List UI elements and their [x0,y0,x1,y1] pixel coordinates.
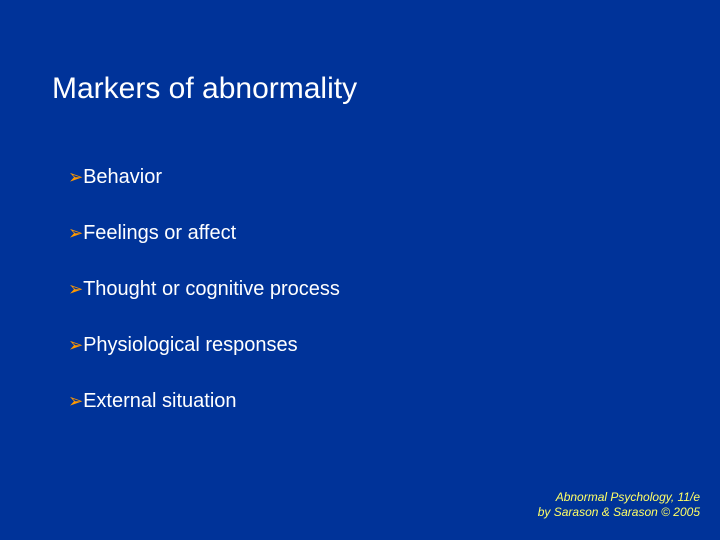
slide-title: Markers of abnormality [52,72,357,106]
bullet-text: Physiological responses [83,333,298,357]
arrow-bullet-icon: ➢ [68,164,83,190]
list-item: ➢ Feelings or affect [68,221,628,245]
bullet-text: Feelings or affect [83,221,236,245]
list-item: ➢ Behavior [68,165,628,189]
bullet-list: ➢ Behavior ➢ Feelings or affect ➢ Though… [68,165,628,445]
footer-line-2: by Sarason & Sarason © 2005 [538,505,700,520]
bullet-text: External situation [83,389,236,413]
bullet-text: Thought or cognitive process [83,277,340,301]
list-item: ➢ External situation [68,389,628,413]
list-item: ➢ Physiological responses [68,333,628,357]
arrow-bullet-icon: ➢ [68,388,83,414]
footer-line-1: Abnormal Psychology, 11/e [538,490,700,505]
slide-footer: Abnormal Psychology, 11/e by Sarason & S… [538,490,700,520]
list-item: ➢ Thought or cognitive process [68,277,628,301]
arrow-bullet-icon: ➢ [68,220,83,246]
arrow-bullet-icon: ➢ [68,332,83,358]
arrow-bullet-icon: ➢ [68,276,83,302]
bullet-text: Behavior [83,165,162,189]
